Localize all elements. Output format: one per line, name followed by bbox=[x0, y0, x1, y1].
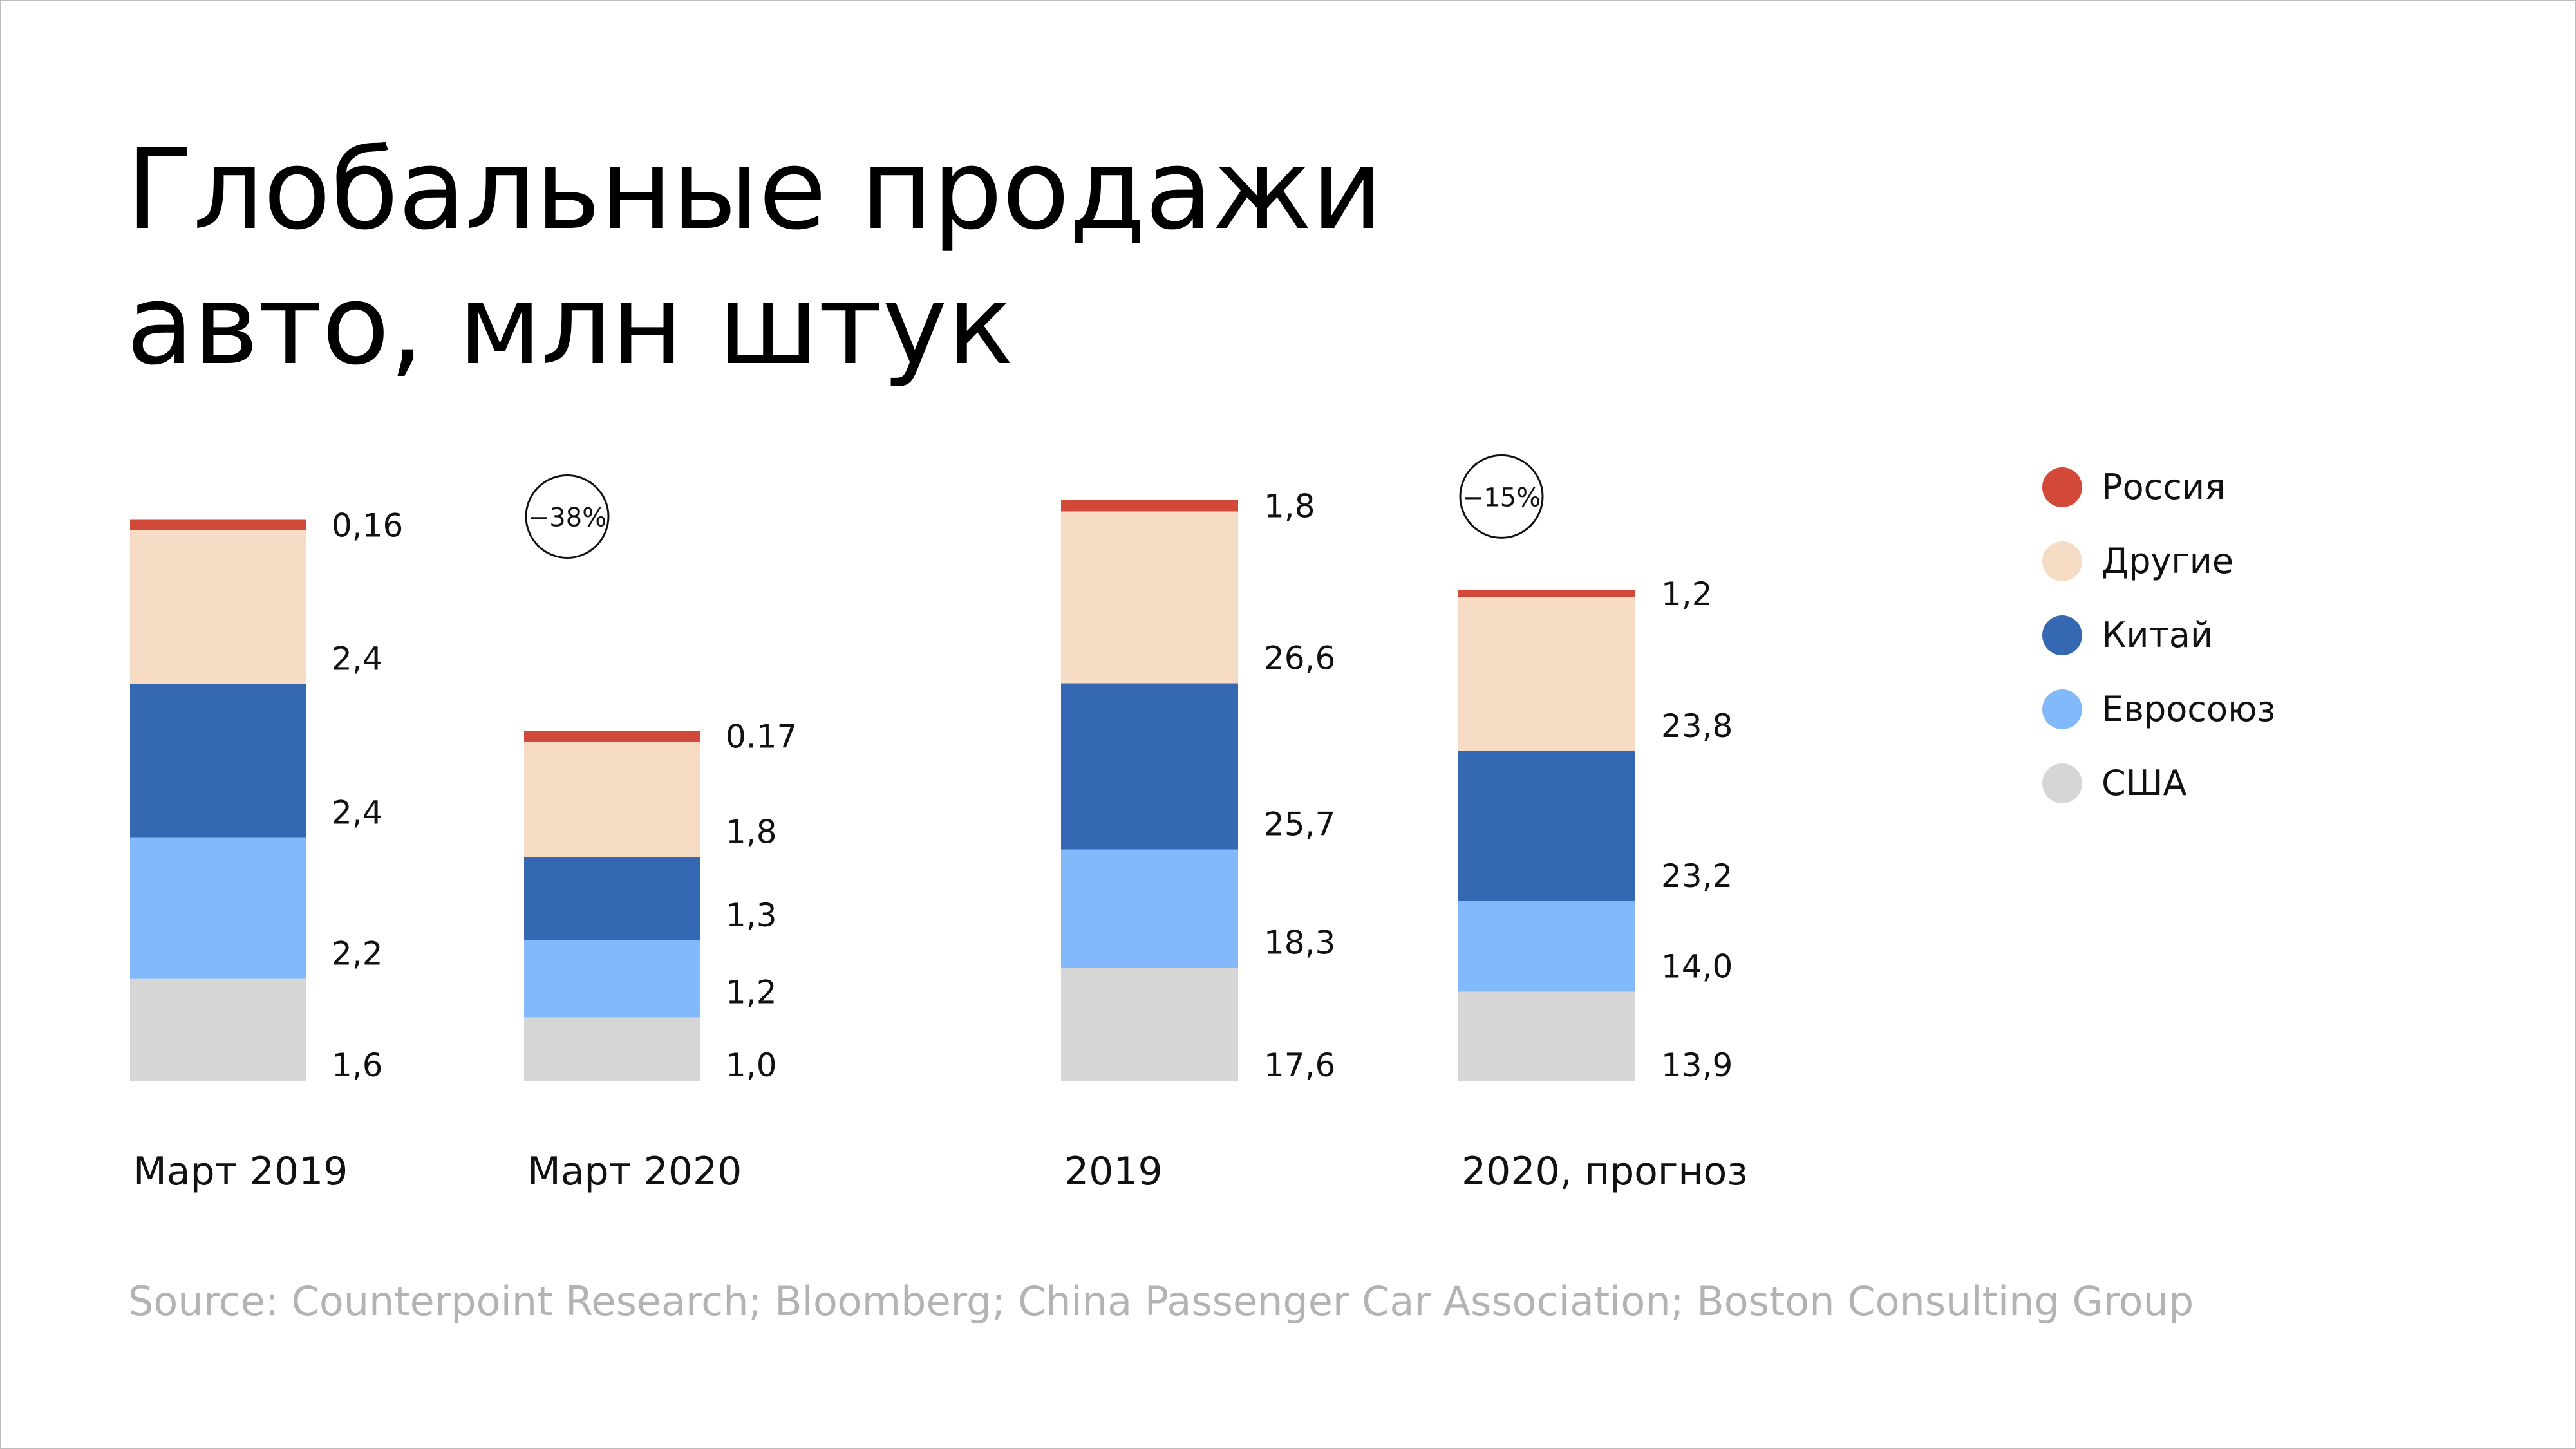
bar-segment-china bbox=[1458, 751, 1635, 901]
bar-segment-china bbox=[524, 857, 700, 940]
value-label-china: 23,2 bbox=[1661, 857, 1733, 895]
legend-label-usa: США bbox=[2101, 763, 2187, 803]
legend-swatch-eu bbox=[2042, 689, 2082, 729]
value-label-eu: 18,3 bbox=[1264, 924, 1335, 961]
value-label-china: 1,3 bbox=[726, 897, 777, 934]
legend-label-russia: Россия bbox=[2101, 467, 2226, 507]
legend-label-china: Китай bbox=[2101, 615, 2214, 655]
legend-label-eu: Евросоюз bbox=[2101, 689, 2276, 729]
chart-title: Глобальные продажи авто, млн штук bbox=[126, 122, 1384, 393]
value-label-usa: 13,9 bbox=[1661, 1047, 1733, 1084]
source-note: Source: Counterpoint Research; Bloomberg… bbox=[128, 1278, 2194, 1325]
chart-title-line-2: авто, млн штук bbox=[126, 260, 1014, 389]
bar-segment-russia bbox=[1458, 589, 1635, 598]
bar-segment-china bbox=[1061, 683, 1238, 850]
change-badge-label: −15% bbox=[1462, 483, 1541, 512]
change-badge-circle bbox=[525, 474, 610, 559]
value-label-china: 2,4 bbox=[332, 794, 383, 832]
bar-segment-eu bbox=[1458, 901, 1635, 992]
stacked-bar-chart: 1,6 2,2 2,4 2,4 0,16 Март 2019 1,0 1,2 1,3 1,8 0.1… bbox=[130, 454, 1747, 1194]
category-label: 2019 bbox=[1064, 1149, 1163, 1194]
legend-label-other: Другие bbox=[2101, 541, 2234, 581]
bar-segment-usa bbox=[1061, 968, 1238, 1081]
bar-segment-other bbox=[524, 742, 700, 857]
category-label: Март 2019 bbox=[133, 1149, 348, 1194]
chart-title-line-1: Глобальные продажи bbox=[126, 125, 1384, 254]
value-label-eu: 1,2 bbox=[726, 973, 777, 1011]
bar-segment-russia bbox=[130, 519, 306, 530]
value-label-usa: 1,0 bbox=[726, 1047, 777, 1084]
value-label-china: 25,7 bbox=[1264, 806, 1335, 843]
value-label-usa: 1,6 bbox=[332, 1047, 383, 1084]
legend-swatch-other bbox=[2042, 541, 2082, 581]
bar-segment-eu bbox=[1061, 849, 1238, 968]
value-label-other: 1,8 bbox=[726, 813, 777, 850]
category-label: 2020, прогноз bbox=[1462, 1149, 1747, 1194]
value-label-eu: 2,2 bbox=[332, 935, 383, 973]
value-label-russia: 1,2 bbox=[1661, 575, 1713, 613]
legend-swatch-usa bbox=[2042, 763, 2082, 803]
bar-segment-china bbox=[130, 684, 306, 838]
value-label-other: 26,6 bbox=[1264, 640, 1335, 677]
bar-segment-eu bbox=[130, 837, 306, 979]
bar-segment-russia bbox=[1061, 500, 1238, 512]
bar-segment-other bbox=[130, 530, 306, 684]
bar-segment-usa bbox=[1458, 991, 1635, 1081]
value-label-usa: 17,6 bbox=[1264, 1047, 1335, 1084]
bar-segment-usa bbox=[524, 1017, 700, 1081]
bar-segment-usa bbox=[130, 978, 306, 1081]
value-label-eu: 14,0 bbox=[1661, 948, 1733, 985]
bar-segment-eu bbox=[524, 940, 700, 1018]
value-label-other: 23,8 bbox=[1661, 707, 1733, 745]
change-badge-label: −38% bbox=[528, 503, 606, 533]
legend-swatch-russia bbox=[2042, 467, 2082, 507]
bar-segment-russia bbox=[524, 731, 700, 742]
change-badge-circle bbox=[1459, 454, 1544, 539]
value-label-russia: 0,16 bbox=[332, 507, 403, 544]
bar-segment-other bbox=[1458, 597, 1635, 751]
legend-swatch-china bbox=[2042, 615, 2082, 655]
bar-segment-other bbox=[1061, 511, 1238, 684]
value-label-russia: 0.17 bbox=[726, 718, 797, 756]
value-label-other: 2,4 bbox=[332, 640, 383, 677]
value-label-russia: 1,8 bbox=[1264, 487, 1315, 525]
category-label: Март 2020 bbox=[527, 1149, 742, 1194]
